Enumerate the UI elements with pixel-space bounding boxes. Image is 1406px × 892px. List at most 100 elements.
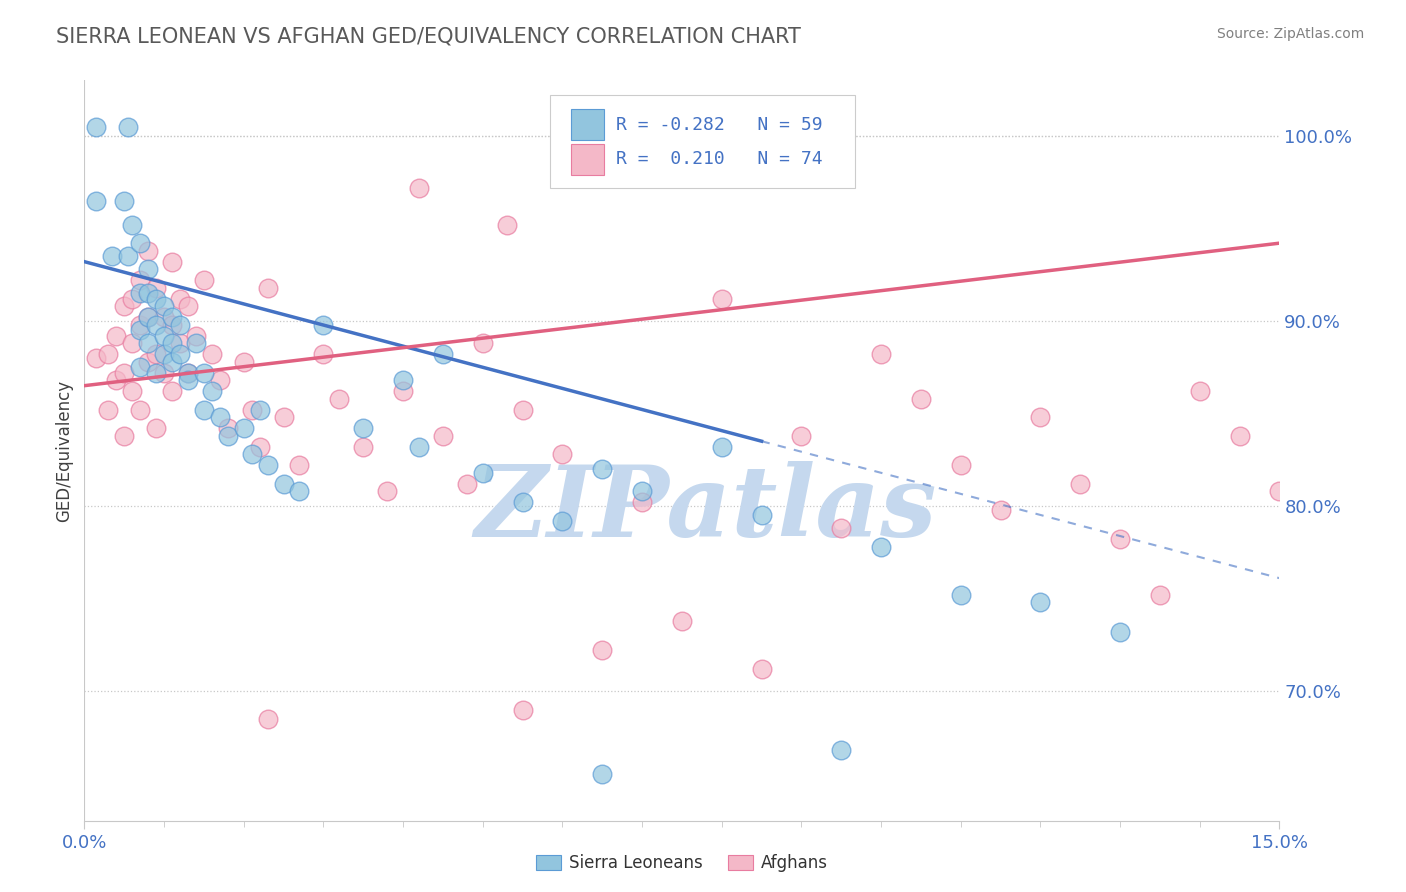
Point: [177, 366, 200, 380]
Point: [129, 402, 152, 417]
Point: [160, 254, 183, 268]
Point: [240, 447, 263, 461]
Point: [136, 310, 159, 325]
Y-axis label: GED/Equivalency: GED/Equivalency: [55, 379, 73, 522]
Point: [105, 373, 128, 387]
Point: [249, 440, 271, 454]
Point: [288, 458, 311, 473]
Point: [145, 280, 167, 294]
Point: [392, 384, 415, 399]
Point: [129, 286, 152, 301]
Point: [136, 336, 159, 351]
Point: [1149, 588, 1171, 602]
Point: [217, 421, 239, 435]
Text: Source: ZipAtlas.com: Source: ZipAtlas.com: [1216, 27, 1364, 41]
Point: [352, 440, 374, 454]
Point: [117, 249, 139, 263]
Point: [169, 347, 191, 361]
Point: [112, 194, 135, 208]
Point: [184, 328, 207, 343]
Point: [432, 347, 454, 361]
Point: [256, 712, 278, 726]
Point: [160, 336, 183, 351]
Point: [408, 440, 430, 454]
Point: [136, 310, 159, 325]
Point: [193, 366, 215, 380]
Point: [201, 347, 224, 361]
Point: [949, 458, 972, 473]
Point: [86, 351, 108, 365]
Point: [153, 310, 176, 325]
Point: [551, 514, 574, 528]
Point: [121, 292, 143, 306]
Point: [910, 392, 932, 406]
Point: [112, 299, 135, 313]
Text: R =  0.210   N = 74: R = 0.210 N = 74: [616, 151, 823, 169]
Point: [136, 354, 159, 368]
Point: [591, 767, 613, 781]
Point: [169, 336, 191, 351]
Point: [136, 286, 159, 301]
Point: [273, 476, 295, 491]
Point: [217, 428, 239, 442]
Point: [312, 347, 335, 361]
Point: [177, 366, 200, 380]
Point: [240, 402, 263, 417]
Point: [86, 120, 108, 134]
Point: [208, 373, 231, 387]
Point: [710, 440, 733, 454]
Point: [456, 476, 478, 491]
Point: [990, 502, 1012, 516]
Legend: Sierra Leoneans, Afghans: Sierra Leoneans, Afghans: [529, 847, 835, 879]
Point: [193, 402, 215, 417]
Point: [408, 180, 430, 194]
Point: [790, 428, 813, 442]
Point: [1188, 384, 1211, 399]
Point: [1109, 533, 1132, 547]
Point: [112, 366, 135, 380]
FancyBboxPatch shape: [551, 95, 855, 187]
Point: [949, 588, 972, 602]
Point: [145, 421, 167, 435]
Point: [312, 318, 335, 332]
Point: [830, 521, 852, 535]
Point: [145, 318, 167, 332]
Point: [145, 347, 167, 361]
Point: [97, 347, 120, 361]
Point: [249, 402, 271, 417]
Point: [471, 466, 494, 480]
Point: [136, 262, 159, 277]
Point: [710, 292, 733, 306]
Point: [551, 447, 574, 461]
Point: [512, 703, 534, 717]
Point: [145, 292, 167, 306]
Point: [870, 540, 893, 554]
Point: [105, 328, 128, 343]
Point: [112, 428, 135, 442]
Point: [193, 273, 215, 287]
Point: [129, 360, 152, 375]
Point: [153, 366, 176, 380]
Point: [273, 410, 295, 425]
Point: [177, 373, 200, 387]
Point: [145, 366, 167, 380]
Point: [1229, 428, 1251, 442]
Point: [153, 299, 176, 313]
Point: [328, 392, 350, 406]
Point: [631, 484, 654, 499]
Point: [169, 318, 191, 332]
Point: [97, 402, 120, 417]
Point: [591, 462, 613, 476]
Point: [208, 410, 231, 425]
Point: [201, 384, 224, 399]
Point: [153, 347, 176, 361]
Point: [86, 194, 108, 208]
FancyBboxPatch shape: [571, 109, 605, 140]
Point: [591, 643, 613, 657]
Text: ZIPatlas: ZIPatlas: [475, 461, 936, 558]
Point: [495, 218, 517, 232]
Point: [129, 318, 152, 332]
Point: [1029, 410, 1052, 425]
Point: [375, 484, 398, 499]
FancyBboxPatch shape: [571, 144, 605, 175]
